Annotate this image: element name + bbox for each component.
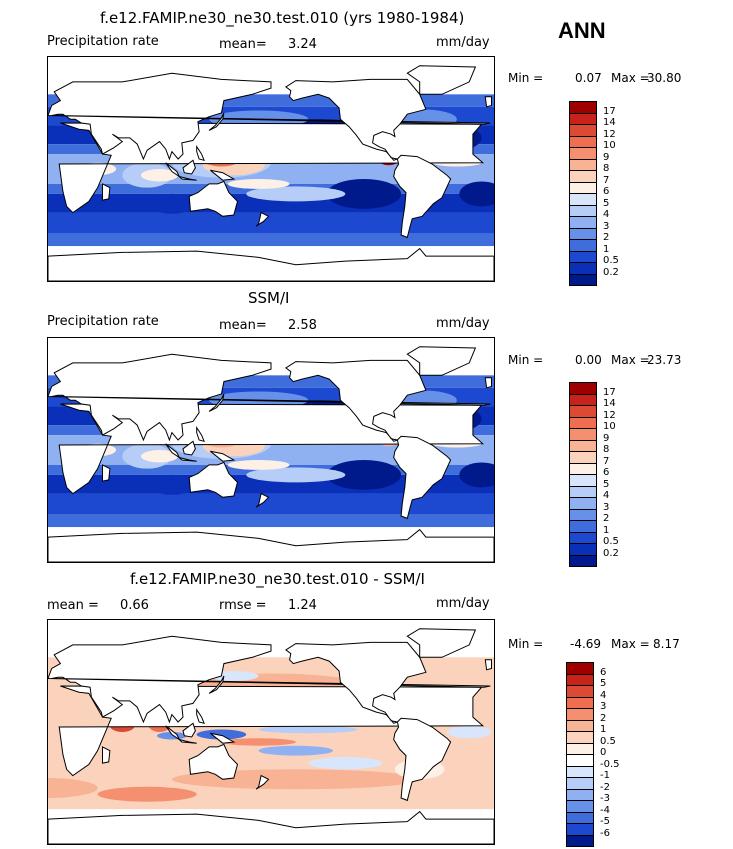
colorbar-tick-label: 1 <box>603 243 610 255</box>
season-label: ANN <box>558 18 606 43</box>
colorbar-tick-label: 0.5 <box>603 255 619 266</box>
colorbar-tick-label: 0.2 <box>603 266 619 278</box>
panel2-units: mm/day <box>436 316 490 331</box>
colorbar-tick-label: 0 <box>600 747 607 758</box>
colorbar-tick-label: 6 <box>600 666 607 678</box>
panel1-mean-label: mean= <box>219 37 267 52</box>
colorbar-tick-label: 5 <box>603 197 610 209</box>
colorbar-tick-label: 6 <box>603 467 610 478</box>
colorbar-tick-label: 0.5 <box>603 536 619 547</box>
colorbar-tick-label: 3 <box>603 501 610 513</box>
panel3-rmse-value: 1.24 <box>288 598 317 613</box>
panel2-mean-value: 2.58 <box>288 318 317 333</box>
colorbar-swatch <box>566 834 594 847</box>
panel3-max-value: 8.17 <box>653 637 680 651</box>
panel1-max-label: Max = <box>611 71 650 85</box>
panel2-min-value: 0.00 <box>575 353 602 367</box>
panel3-title: f.e12.FAMIP.ne30_ne30.test.010 - SSM/I <box>130 570 425 588</box>
colorbar-tick-label: -3 <box>600 793 610 804</box>
colorbar-tick-label: 2 <box>603 232 610 243</box>
colorbar-tick-label: 17 <box>603 105 616 117</box>
colorbar-tick-label: 6 <box>603 186 610 197</box>
colorbar-swatch <box>569 554 597 567</box>
colorbar-tick-label: 2 <box>600 712 607 724</box>
colorbar-tick-label: -1 <box>600 770 610 781</box>
colorbar-swatch <box>569 273 597 286</box>
colorbar-tick-label: 9 <box>603 432 610 444</box>
panel2-map <box>47 337 495 563</box>
panel3-rmse-label: rmse = <box>219 598 267 613</box>
panel1-min-label: Min = <box>508 71 544 85</box>
colorbar-tick-label: 5 <box>600 678 607 689</box>
colorbar-tick-label: 3 <box>600 701 607 712</box>
colorbar-tick-label: -2 <box>600 781 610 793</box>
colorbar-tick-label: 4 <box>600 689 607 701</box>
colorbar-tick-label: 1 <box>603 524 610 536</box>
colorbar-tick-label: 8 <box>603 163 610 174</box>
panel2-mean-label: mean= <box>219 318 267 333</box>
panel1-max-value: 30.80 <box>647 71 682 85</box>
panel3-units: mm/day <box>436 596 490 611</box>
panel3-max-label: Max = <box>611 637 650 651</box>
colorbar-tick-label: 7 <box>603 455 610 467</box>
panel3-min-value: -4.69 <box>570 637 602 651</box>
panel1-title: f.e12.FAMIP.ne30_ne30.test.010 (yrs 1980… <box>100 9 465 27</box>
colorbar-tick-label: 14 <box>603 117 616 128</box>
colorbar-tick-label: 10 <box>603 140 616 151</box>
panel2-variable-label: Precipitation rate <box>47 314 159 329</box>
colorbar-tick-label: 4 <box>603 209 610 220</box>
panel1-mean-value: 3.24 <box>288 37 317 52</box>
colorbar-tick-label: -4 <box>600 804 610 816</box>
panel1-map <box>47 56 495 282</box>
colorbar-tick-label: -5 <box>600 816 610 827</box>
panel1-units: mm/day <box>436 35 490 50</box>
colorbar-tick-label: 4 <box>603 490 610 501</box>
panel3-map <box>47 619 495 845</box>
colorbar-tick-label: -0.5 <box>600 758 620 770</box>
panel3-min-label: Min = <box>508 637 544 651</box>
colorbar-tick-label: 9 <box>603 151 610 163</box>
panel2-title: SSM/I <box>248 289 290 307</box>
colorbar-tick-label: 0.2 <box>603 547 619 559</box>
colorbar-tick-label: 3 <box>603 220 610 232</box>
colorbar-tick-label: 17 <box>603 386 616 398</box>
panel2-max-value: 23.73 <box>647 353 682 367</box>
colorbar-tick-label: 12 <box>603 409 616 421</box>
panel3-mean-label: mean = <box>47 598 99 613</box>
colorbar-tick-label: 1 <box>600 724 607 735</box>
panel3-mean-value: 0.66 <box>120 598 149 613</box>
colorbar-tick-label: 7 <box>603 174 610 186</box>
colorbar-tick-label: 12 <box>603 128 616 140</box>
colorbar-tick-label: 2 <box>603 513 610 524</box>
colorbar-tick-label: -6 <box>600 827 610 839</box>
colorbar-tick-label: 0.5 <box>600 735 616 747</box>
colorbar-tick-label: 14 <box>603 398 616 409</box>
panel1-min-value: 0.07 <box>575 71 602 85</box>
panel2-min-label: Min = <box>508 353 544 367</box>
panel1-variable-label: Precipitation rate <box>47 34 159 49</box>
colorbar-tick-label: 10 <box>603 421 616 432</box>
colorbar-tick-label: 8 <box>603 444 610 455</box>
colorbar-tick-label: 5 <box>603 478 610 490</box>
panel2-max-label: Max = <box>611 353 650 367</box>
